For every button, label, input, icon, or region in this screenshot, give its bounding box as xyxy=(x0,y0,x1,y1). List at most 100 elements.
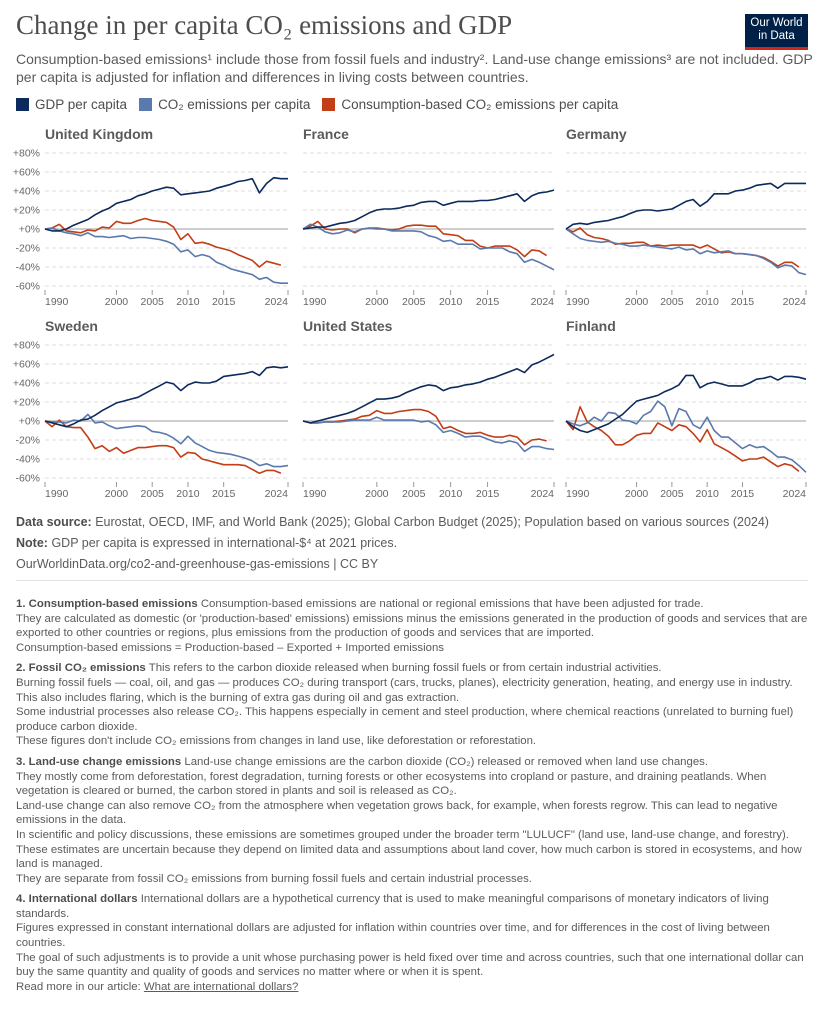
legend-item-co2[interactable]: CO₂ emissions per capita xyxy=(139,97,310,112)
gdp-line xyxy=(302,189,555,230)
consumption-co2-line xyxy=(565,405,800,473)
legend-swatch-co2 xyxy=(139,98,153,111)
y-tick-label: -40% xyxy=(15,454,40,466)
consumption-co2-line xyxy=(302,408,547,446)
legend-swatch-consumption xyxy=(322,98,336,111)
x-tick-label: 2024 xyxy=(783,296,807,308)
panel-sweden: Sweden +80% +60% +40% +20% +0% -20% -40% -60% 199… xyxy=(13,318,289,500)
owid-logo[interactable]: Our World in Data xyxy=(745,14,808,50)
x-tick-label: 2000 xyxy=(365,296,389,308)
x-tick-label: 2015 xyxy=(731,488,755,500)
legend-label: Consumption-based CO₂ emissions per capi… xyxy=(341,97,619,112)
panel-united-states: United States 1990 2000 2005 2010 2015 2024 xyxy=(302,318,555,500)
legend-item-gdp[interactable]: GDP per capita xyxy=(16,97,127,112)
gdp-line xyxy=(565,374,807,434)
y-tick-label: +60% xyxy=(13,359,40,371)
x-tick-label: 2005 xyxy=(402,296,426,308)
footnote-1: 1. Consumption-based emissions Consumpti… xyxy=(16,597,816,655)
co2-line xyxy=(565,400,807,473)
x-tick-label: 1990 xyxy=(45,488,69,500)
x-tick-label: 1990 xyxy=(303,296,327,308)
consumption-co2-line xyxy=(44,217,282,268)
y-tick-label: +20% xyxy=(13,397,40,409)
logo-text: Our World in Data xyxy=(750,17,803,42)
note-label: Note: xyxy=(16,536,48,550)
y-tick-label: -20% xyxy=(15,435,40,447)
footnote-2: 2. Fossil CO₂ emissions This refers to t… xyxy=(16,661,816,749)
x-tick-label: 2024 xyxy=(265,488,289,500)
data-source: Data source: Eurostat, OECD, IMF, and Wo… xyxy=(16,512,769,533)
footnote-heading: 3. Land-use change emissions xyxy=(16,755,182,768)
x-tick-label: 1990 xyxy=(303,488,327,500)
x-tick-label: 2005 xyxy=(660,296,684,308)
co2-line xyxy=(302,223,555,271)
x-tick-label: 1990 xyxy=(566,488,590,500)
footer: Data source: Eurostat, OECD, IMF, and Wo… xyxy=(16,512,769,575)
x-tick-label: 2015 xyxy=(476,488,500,500)
x-tick-label: 2024 xyxy=(783,488,807,500)
small-multiples-chart: United Kingdom +80% +60% +40% +20% +0% -20% -40… xyxy=(13,126,807,500)
panel-united-kingdom: United Kingdom +80% +60% +40% +20% +0% -20% -40… xyxy=(13,126,289,308)
footnote-heading: 4. International dollars xyxy=(16,893,138,906)
x-tick-label: 2015 xyxy=(212,488,236,500)
footnote-line: Land-use change can also remove CO₂ from… xyxy=(16,799,778,827)
x-tick-label: 2010 xyxy=(176,488,200,500)
note: Note: GDP per capita is expressed in int… xyxy=(16,533,769,554)
x-tick-label: 2010 xyxy=(176,296,200,308)
y-tick-label: +80% xyxy=(13,148,40,160)
footnote-line: Consumption-based emissions = Production… xyxy=(16,641,445,654)
y-tick-label: -60% xyxy=(15,473,40,485)
x-tick-label: 2024 xyxy=(265,296,289,308)
y-tick-label: +80% xyxy=(13,340,40,352)
x-tick-label: 2005 xyxy=(660,488,684,500)
x-tick-label: 2024 xyxy=(531,296,555,308)
footnote-heading: 1. Consumption-based emissions xyxy=(16,598,198,610)
x-tick-label: 1990 xyxy=(45,296,69,308)
x-tick-label: 2000 xyxy=(105,488,129,500)
y-tick-label: -20% xyxy=(15,243,40,255)
co2-line xyxy=(44,413,289,468)
footnote-line: Land-use change emissions are the carbon… xyxy=(184,755,709,768)
panel-finland: Finland 1990 2000 2005 2010 2015 2024 xyxy=(565,318,807,500)
gdp-line xyxy=(302,353,555,424)
chart-subtitle: Consumption-based emissions¹ include tho… xyxy=(16,51,813,85)
source-text: Eurostat, OECD, IMF, and World Bank (202… xyxy=(95,515,769,529)
footnote-line: Figures expressed in constant internatio… xyxy=(16,922,770,950)
footnote-3: 3. Land-use change emissions Land-use ch… xyxy=(16,755,816,886)
footnote-line: International dollars are a hypothetical… xyxy=(16,893,769,920)
footnote-line: The goal of such adjustments is to provi… xyxy=(16,951,804,979)
x-tick-label: 2005 xyxy=(402,488,426,500)
x-tick-label: 2000 xyxy=(365,488,389,500)
x-tick-label: 2010 xyxy=(695,296,719,308)
y-tick-label: +40% xyxy=(13,378,40,390)
x-tick-label: 2015 xyxy=(212,296,236,308)
x-tick-label: 2010 xyxy=(439,296,463,308)
y-tick-label: -40% xyxy=(15,262,40,274)
x-tick-label: 2010 xyxy=(695,488,719,500)
footnote-line: They mostly come from deforestation, for… xyxy=(16,770,767,798)
footnote-line: Some industrial processes also release C… xyxy=(16,706,794,733)
x-tick-label: 2015 xyxy=(476,296,500,308)
source-url[interactable]: OurWorldinData.org/co2-and-greenhouse-ga… xyxy=(16,557,379,571)
x-tick-label: 2000 xyxy=(105,296,129,308)
read-more-link[interactable]: What are international dollars? xyxy=(143,980,299,993)
footnote-line: This refers to the carbon dioxide releas… xyxy=(148,662,662,675)
y-tick-label: +0% xyxy=(19,416,40,428)
x-tick-label: 1990 xyxy=(566,296,590,308)
y-tick-label: -60% xyxy=(15,281,40,293)
x-tick-label: 2000 xyxy=(625,488,649,500)
footnote-heading: 2. Fossil CO₂ emissions xyxy=(16,662,146,675)
co2-line xyxy=(44,227,288,284)
note-text: GDP per capita is expressed in internati… xyxy=(51,536,398,550)
footnote-line: These figures don't include CO₂ emission… xyxy=(16,735,537,748)
x-tick-label: 2005 xyxy=(141,296,165,308)
legend-item-consumption[interactable]: Consumption-based CO₂ emissions per capi… xyxy=(322,97,618,112)
footnote-4: 4. International dollars International d… xyxy=(16,892,816,994)
panel-germany: Germany 1990 2000 2005 2010 2015 2024 xyxy=(565,126,807,308)
y-tick-label: +0% xyxy=(19,224,40,236)
gdp-line xyxy=(44,176,288,232)
gdp-line xyxy=(44,366,289,428)
footnote-line: They are calculated as domestic (or 'pro… xyxy=(16,612,808,640)
source-label: Data source: xyxy=(16,515,92,529)
consumption-co2-line xyxy=(44,419,282,475)
